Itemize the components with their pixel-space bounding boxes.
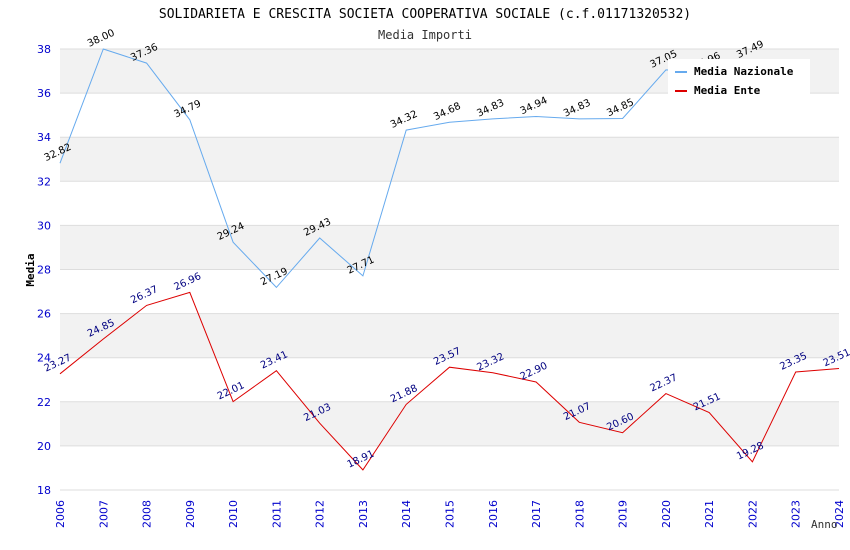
y-tick-label: 30 <box>37 219 51 232</box>
series-line-media-ente <box>59 291 840 471</box>
x-axis-label: Anno <box>811 518 838 531</box>
plot-background <box>60 49 839 490</box>
plot-band <box>60 269 839 314</box>
y-tick-label: 24 <box>37 352 51 365</box>
y-tick-label: 20 <box>37 440 51 453</box>
x-tick-label: 2008 <box>141 500 154 528</box>
y-tick-label: 32 <box>37 175 51 188</box>
y-tick-label: 26 <box>37 308 51 321</box>
x-tick-label: 2009 <box>184 500 197 528</box>
x-tick-label: 2012 <box>314 500 327 528</box>
x-tick-label: 2006 <box>54 500 67 528</box>
x-tick-label: 2019 <box>617 500 630 528</box>
plot-band <box>60 313 839 358</box>
chart-title: SOLIDARIETA E CRESCITA SOCIETA COOPERATI… <box>159 7 691 22</box>
legend-label-media-ente: Media Ente <box>694 84 761 97</box>
plot-band <box>60 445 839 490</box>
plot-band <box>60 401 839 446</box>
y-axis-ticks: 18 20 22 24 26 28 30 32 34 36 38 <box>37 43 51 497</box>
y-tick-label: 34 <box>37 131 51 144</box>
x-tick-label: 2022 <box>746 500 759 528</box>
y-tick-label: 38 <box>37 43 51 56</box>
y-tick-label: 18 <box>37 484 51 497</box>
y-tick-label: 28 <box>37 264 51 277</box>
x-tick-label: 2010 <box>227 500 240 528</box>
y-axis-label: Media <box>24 253 37 286</box>
data-label: 38.00 <box>86 28 117 50</box>
legend-label-media-nazionale: Media Nazionale <box>694 65 794 78</box>
y-tick-label: 36 <box>37 87 51 100</box>
x-tick-label: 2018 <box>573 500 586 528</box>
series-lines <box>59 48 840 471</box>
x-tick-label: 2023 <box>790 500 803 528</box>
x-tick-label: 2021 <box>703 500 716 528</box>
legend: Media Nazionale Media Ente <box>668 59 810 97</box>
x-tick-label: 2007 <box>97 500 110 528</box>
series-line-media-nazionale <box>59 48 753 289</box>
plot-band <box>60 137 839 182</box>
plot-band <box>60 357 839 402</box>
legend-box <box>668 59 810 97</box>
plot-band <box>60 93 839 138</box>
plot-band <box>60 225 839 270</box>
x-tick-label: 2016 <box>487 500 500 528</box>
plot-band <box>60 181 839 226</box>
x-tick-label: 2024 <box>833 500 846 528</box>
x-axis-ticks: 2006 2007 2008 2009 2010 2011 2012 2013 2014 2015… <box>54 500 846 528</box>
y-tick-label: 22 <box>37 396 51 409</box>
x-tick-label: 2020 <box>660 500 673 528</box>
x-tick-label: 2015 <box>444 500 457 528</box>
x-tick-label: 2014 <box>400 500 413 528</box>
x-tick-label: 2013 <box>357 500 370 528</box>
chart-subtitle: Media Importi <box>378 28 472 42</box>
x-tick-label: 2017 <box>530 500 543 528</box>
x-tick-label: 2011 <box>270 500 283 528</box>
gridlines <box>60 48 839 491</box>
